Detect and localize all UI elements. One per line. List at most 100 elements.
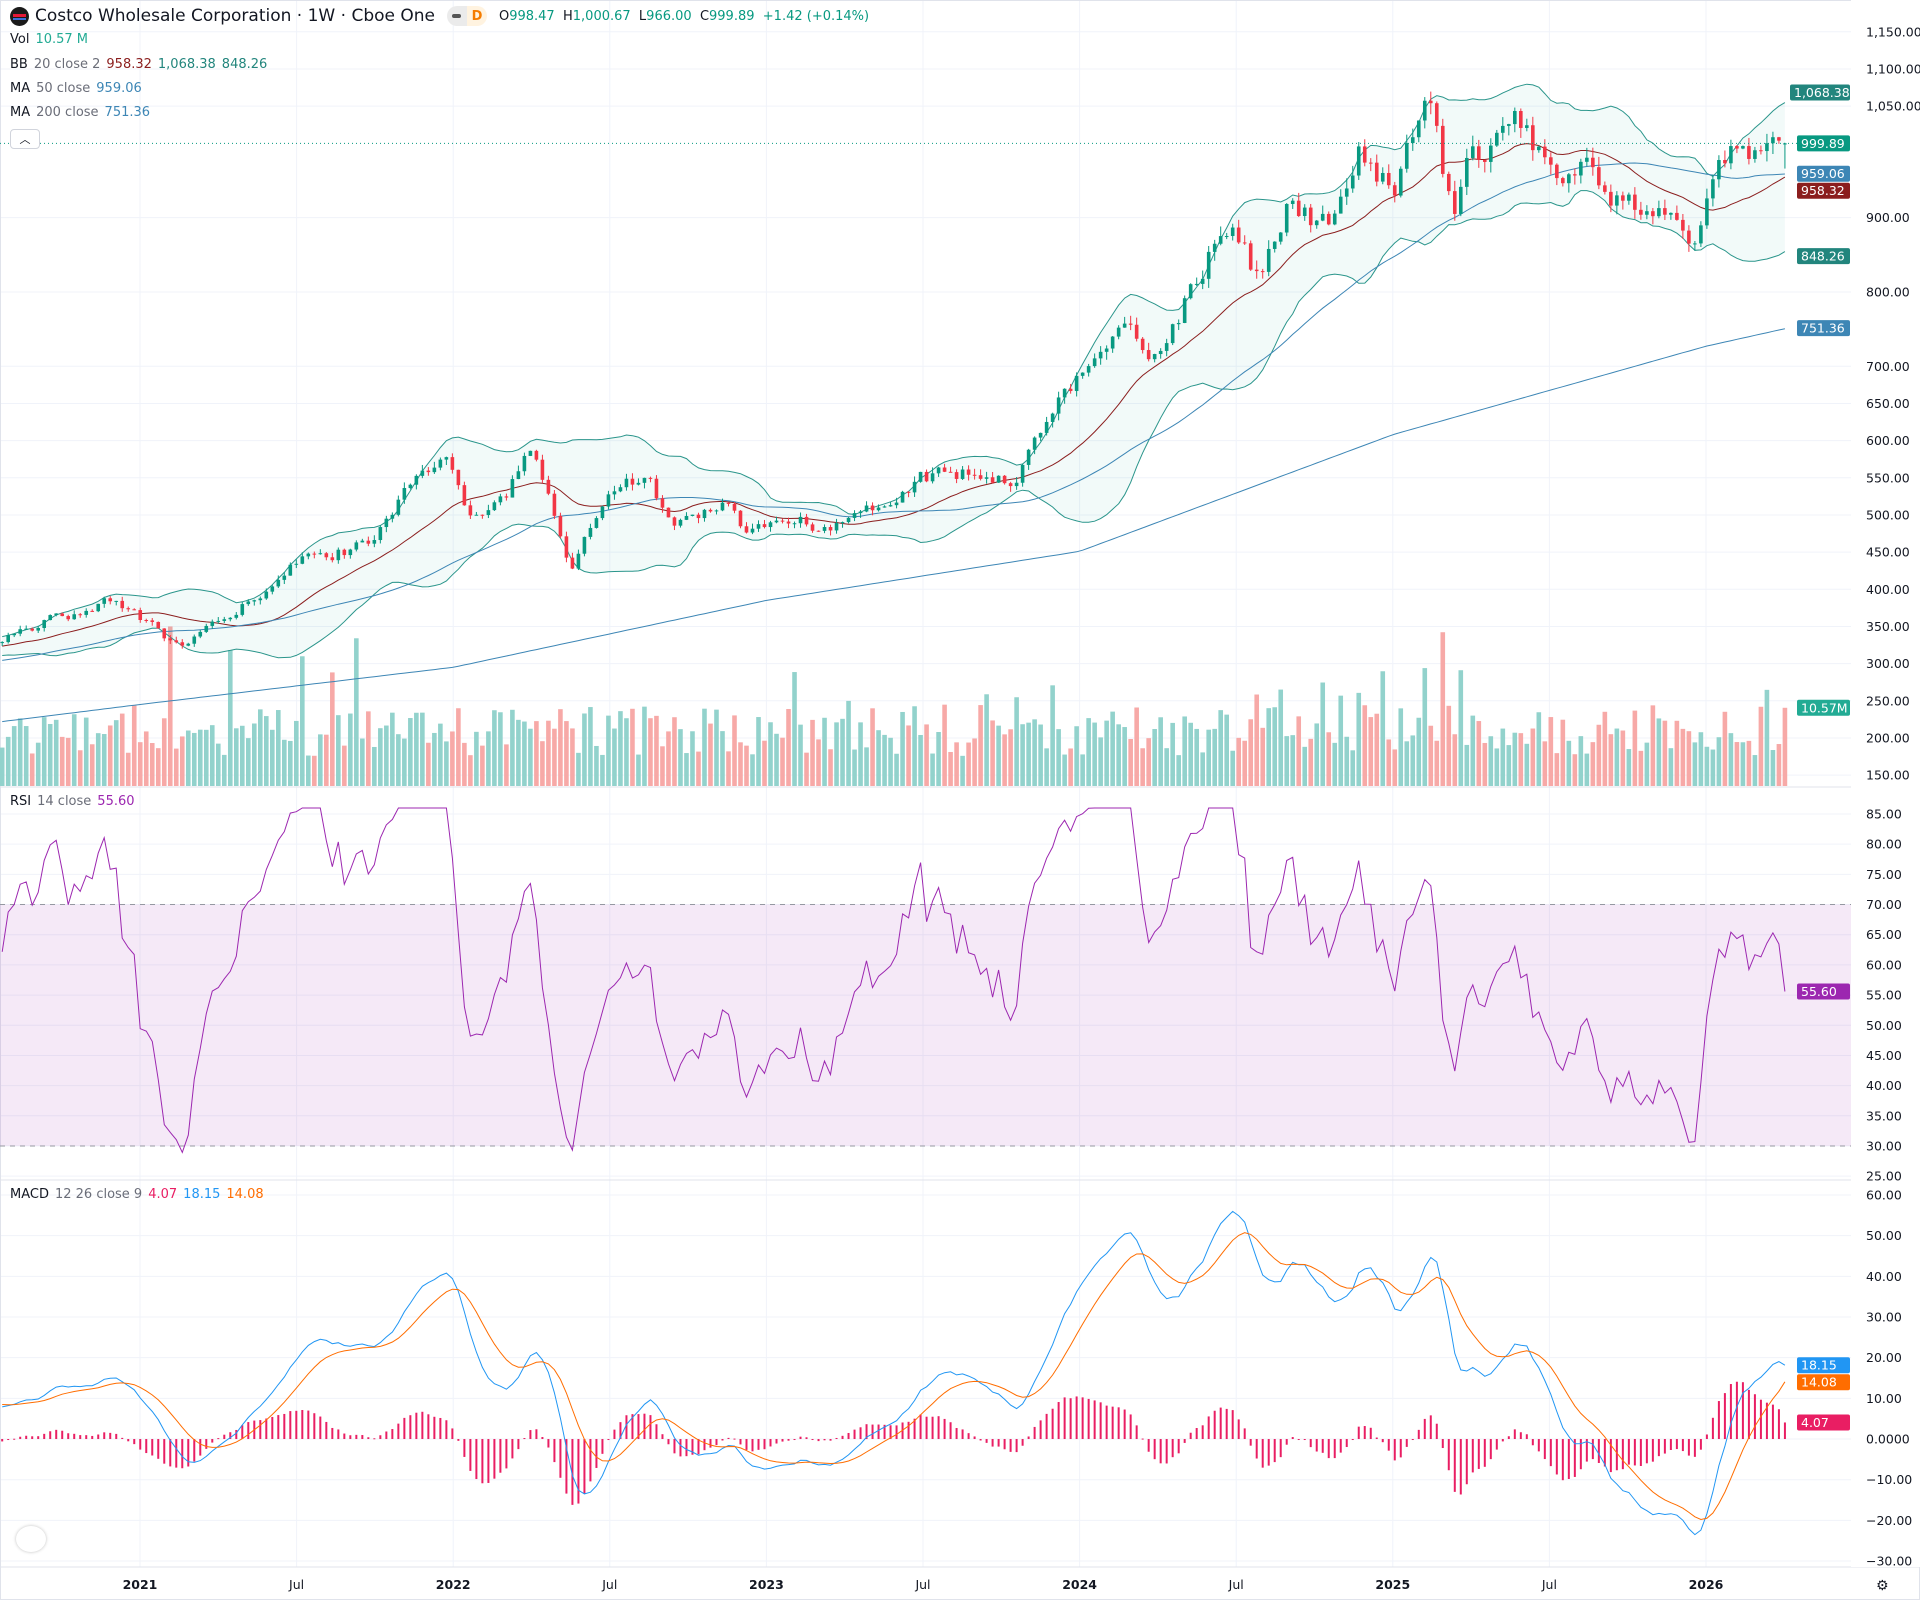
macd-histogram-bar <box>1105 1405 1108 1440</box>
volume-bar <box>684 753 689 786</box>
candle-body <box>672 517 677 526</box>
macd-histogram-bar <box>1537 1439 1540 1452</box>
candle-body <box>504 496 509 498</box>
candle <box>630 473 635 491</box>
macd-histogram-bar <box>1543 1439 1546 1460</box>
badge-label: 14.08 <box>1801 1375 1837 1390</box>
candle <box>666 507 671 518</box>
candle <box>1266 240 1271 277</box>
candle <box>54 613 59 617</box>
macd-histogram-bar <box>1111 1406 1114 1440</box>
volume-bar <box>1614 728 1620 786</box>
candle-body <box>372 540 377 544</box>
rsi-tick-label: 70.00 <box>1866 897 1902 912</box>
tradingview-logo-icon[interactable] <box>16 1526 46 1552</box>
legend-params: 20 close 2 <box>33 57 101 72</box>
candle-body <box>480 514 485 516</box>
macd-histogram-bar <box>871 1424 874 1440</box>
candle <box>726 502 731 507</box>
legend-ma50[interactable]: MA 50 close 959.06 <box>10 81 142 96</box>
candle <box>1434 101 1439 133</box>
candle <box>300 552 305 565</box>
volume-bar <box>77 750 83 786</box>
candle <box>1284 203 1289 237</box>
candle-body <box>1278 232 1283 242</box>
collapse-legend-button[interactable]: ︿ <box>10 129 40 149</box>
macd-histogram-bar <box>1033 1426 1036 1440</box>
candle-body <box>1513 111 1517 125</box>
candle <box>708 508 713 513</box>
candle-body <box>618 487 623 492</box>
candle <box>546 475 551 496</box>
legend-ma200[interactable]: MA 200 close 751.36 <box>10 105 150 120</box>
macd-histogram-bar <box>493 1439 496 1479</box>
macd-histogram-bar <box>691 1439 694 1455</box>
badge-background <box>1797 320 1850 337</box>
macd-histogram-bar <box>823 1439 826 1441</box>
macd-histogram-bar <box>433 1416 436 1440</box>
volume-bar <box>1446 705 1452 786</box>
candle-body <box>12 633 16 636</box>
rsi-band <box>0 904 1851 1146</box>
macd-histogram-bar <box>1147 1439 1150 1452</box>
macd-histogram-bar <box>535 1429 538 1440</box>
candle <box>1338 189 1343 214</box>
macd-histogram-bar <box>895 1425 898 1440</box>
volume-bar <box>1164 748 1169 786</box>
volume-bar <box>1452 734 1458 786</box>
volume-bar <box>948 751 953 786</box>
volume-bar <box>209 725 215 786</box>
volume-bar <box>1752 755 1758 786</box>
macd-histogram-bar <box>571 1439 574 1505</box>
volume-bar <box>1362 705 1368 786</box>
candle <box>858 509 863 518</box>
volume-bar <box>173 748 179 786</box>
volume-bar <box>1506 745 1512 786</box>
candle-body <box>1386 172 1391 186</box>
candle-body <box>726 502 731 504</box>
legend-volume[interactable]: Vol 10.57 M <box>10 32 88 47</box>
macd-histogram-bar <box>163 1439 166 1464</box>
macd-histogram-bar <box>709 1439 712 1448</box>
candle <box>618 484 623 493</box>
legend-rsi[interactable]: RSI 14 close 55.60 <box>10 794 135 809</box>
macd-histogram-bar <box>1675 1439 1678 1450</box>
volume-bar <box>95 733 101 786</box>
candle <box>882 505 887 508</box>
candle <box>324 552 329 561</box>
volume-bar <box>257 709 263 786</box>
legend-bollinger[interactable]: BB 20 close 2 958.32 1,068.38 848.26 <box>10 57 267 72</box>
volume-bar <box>239 725 245 786</box>
candle-body <box>432 467 437 473</box>
candle-body <box>1050 413 1055 422</box>
volume-bar <box>294 720 299 786</box>
volume-bar <box>816 739 821 786</box>
candle <box>162 628 167 642</box>
macd-histogram-bar <box>1297 1439 1300 1441</box>
volume-bar <box>330 672 335 786</box>
market-status-pill[interactable]: D <box>446 6 487 26</box>
candle-body <box>1200 278 1205 284</box>
volume-bar <box>149 743 155 786</box>
settings-icon[interactable]: ⚙ <box>1876 1578 1889 1594</box>
candle <box>780 518 785 524</box>
symbol-title[interactable]: Costco Wholesale Corporation · 1W · Cboe… <box>35 6 435 26</box>
candle-body <box>1044 421 1049 433</box>
candle <box>804 513 809 527</box>
candle <box>798 512 803 528</box>
delayed-badge: D <box>466 6 487 26</box>
candle-body <box>300 556 305 564</box>
candle <box>1495 129 1499 147</box>
volume-bar <box>1524 743 1530 786</box>
volume-bar <box>125 752 131 786</box>
macd-histogram-bar <box>1285 1439 1288 1445</box>
volume-bar <box>618 711 623 786</box>
legend-macd[interactable]: MACD 12 26 close 9 4.07 18.15 14.08 <box>10 1187 264 1202</box>
volume-bar <box>1224 714 1229 786</box>
volume-bar <box>1188 722 1193 786</box>
volume-bar <box>1014 697 1019 786</box>
volume-bar <box>1308 738 1314 786</box>
macd-histogram-bar <box>97 1434 100 1440</box>
candle <box>450 453 455 474</box>
